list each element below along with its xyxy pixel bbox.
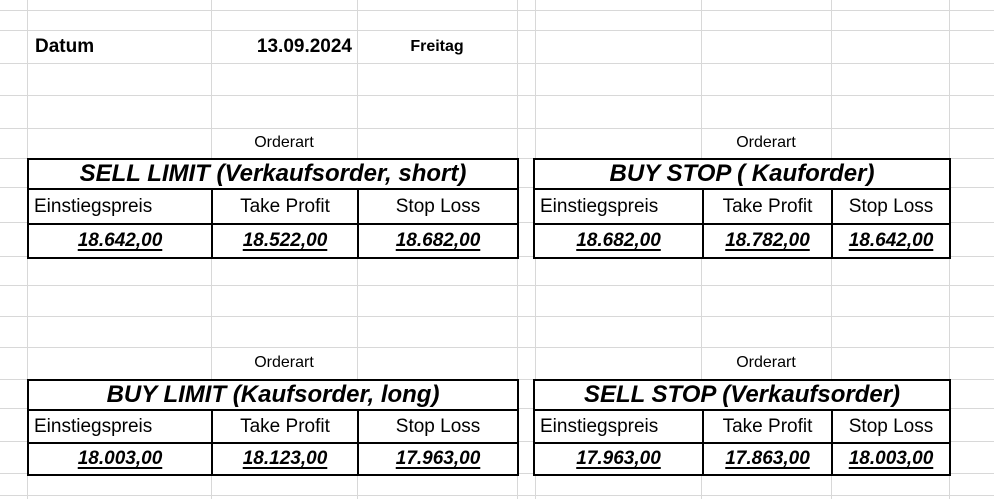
take-profit-value[interactable]: 18.522,00 — [211, 223, 359, 259]
column-header-stop-loss[interactable]: Stop Loss — [830, 188, 952, 225]
column-header-einstiegspreis[interactable]: Einstiegspreis — [533, 409, 704, 444]
einstiegspreis-value[interactable]: 18.682,00 — [533, 223, 704, 259]
datum-label-cell[interactable]: Datum — [35, 35, 95, 57]
stop-loss-value[interactable]: 18.682,00 — [357, 223, 519, 259]
column-header-take-profit[interactable]: Take Profit — [211, 188, 359, 225]
order-table-title[interactable]: BUY LIMIT (Kaufsorder, long) — [26, 379, 520, 411]
order-table-title[interactable]: BUY STOP ( Kauforder) — [532, 158, 952, 190]
gridline-h — [0, 495, 994, 496]
stop-loss-value[interactable]: 18.003,00 — [831, 442, 951, 476]
order-table-title[interactable]: SELL STOP (Verkaufsorder) — [533, 379, 951, 411]
gridline-h — [0, 285, 994, 286]
take-profit-value[interactable]: 18.123,00 — [211, 442, 359, 476]
column-header-stop-loss[interactable]: Stop Loss — [357, 188, 519, 225]
column-header-einstiegspreis[interactable]: Einstiegspreis — [27, 409, 213, 444]
order-table-buy-stop: BUY STOP ( Kauforder) Einstiegspreis Tak… — [532, 158, 952, 259]
orderart-label-bottom-left[interactable]: Orderart — [254, 354, 314, 371]
column-header-stop-loss[interactable]: Stop Loss — [831, 409, 951, 444]
einstiegspreis-value[interactable]: 17.963,00 — [533, 442, 704, 476]
take-profit-value[interactable]: 17.863,00 — [702, 442, 833, 476]
stop-loss-value[interactable]: 17.963,00 — [356, 442, 520, 476]
einstiegspreis-value[interactable]: 18.003,00 — [27, 442, 213, 476]
orderart-label-top-right[interactable]: Orderart — [736, 134, 796, 151]
column-header-take-profit[interactable]: Take Profit — [702, 188, 833, 225]
order-table-title[interactable]: SELL LIMIT (Verkaufsorder, short) — [27, 158, 519, 190]
gridline-h — [0, 63, 994, 64]
column-header-einstiegspreis[interactable]: Einstiegspreis — [27, 188, 213, 225]
order-table-sell-stop: SELL STOP (Verkaufsorder) Einstiegspreis… — [533, 379, 951, 476]
order-table-buy-limit: BUY LIMIT (Kaufsorder, long) Einstiegspr… — [26, 379, 520, 476]
einstiegspreis-value[interactable]: 18.642,00 — [27, 223, 213, 259]
gridline-h — [0, 347, 994, 348]
order-table-sell-limit: SELL LIMIT (Verkaufsorder, short) Einsti… — [27, 158, 519, 259]
take-profit-value[interactable]: 18.782,00 — [702, 223, 833, 259]
orderart-label-top-left[interactable]: Orderart — [254, 134, 314, 151]
gridline-h — [0, 128, 994, 129]
column-header-einstiegspreis[interactable]: Einstiegspreis — [533, 188, 704, 225]
orderart-label-bottom-right[interactable]: Orderart — [736, 354, 796, 371]
gridline-h — [0, 10, 994, 11]
column-header-take-profit[interactable]: Take Profit — [702, 409, 833, 444]
column-header-stop-loss[interactable]: Stop Loss — [356, 409, 520, 444]
date-cell[interactable]: 13.09.2024 — [256, 35, 352, 57]
gridline-h — [0, 30, 994, 31]
weekday-cell[interactable]: Freitag — [410, 37, 464, 55]
gridline-h — [0, 95, 994, 96]
stop-loss-value[interactable]: 18.642,00 — [830, 223, 952, 259]
column-header-take-profit[interactable]: Take Profit — [211, 409, 359, 444]
gridline-h — [0, 316, 994, 317]
